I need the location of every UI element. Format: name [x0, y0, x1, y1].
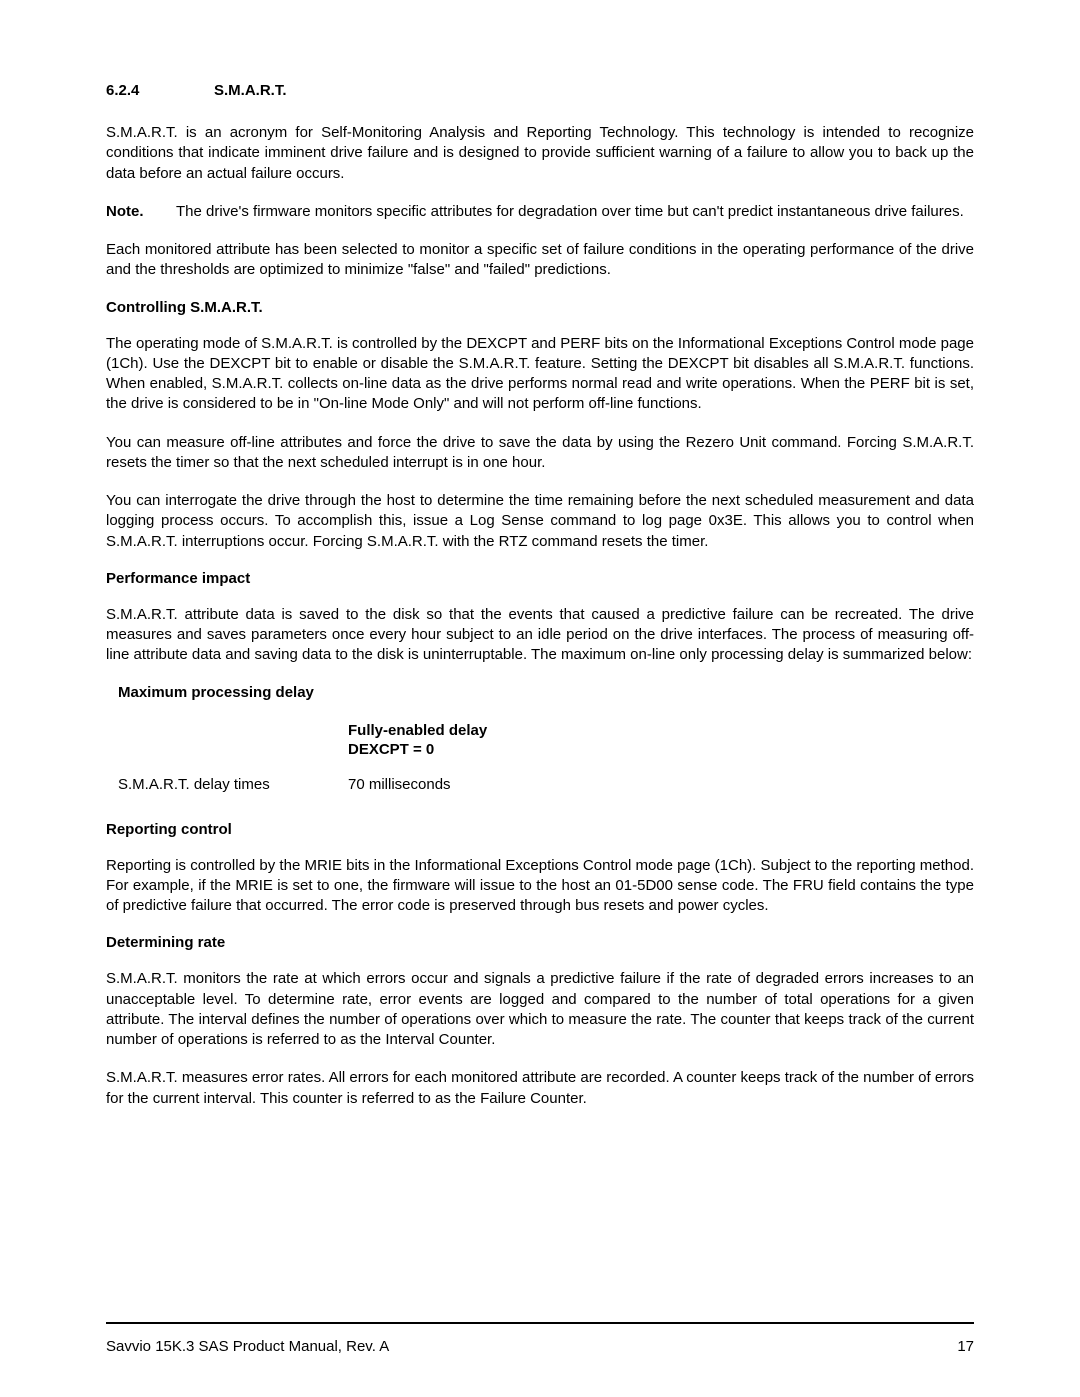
paragraph-rate: S.M.A.R.T. monitors the rate at which er…: [106, 969, 974, 1050]
table-header-line2: DEXCPT = 0: [348, 740, 648, 760]
paragraph-intro: S.M.A.R.T. is an acronym for Self-Monito…: [106, 123, 974, 184]
heading-performance: Performance impact: [106, 570, 974, 587]
heading-controlling: Controlling S.M.A.R.T.: [106, 299, 974, 316]
note-label: Note.: [106, 202, 176, 222]
paragraph-offline-measure: You can measure off-line attributes and …: [106, 433, 974, 474]
footer-left: Savvio 15K.3 SAS Product Manual, Rev. A: [106, 1338, 389, 1355]
heading-max-delay: Maximum processing delay: [118, 684, 974, 701]
section-title: S.M.A.R.T.: [214, 82, 287, 99]
table-header-row: Fully-enabled delay DEXCPT = 0: [118, 721, 974, 760]
paragraph-reporting: Reporting is controlled by the MRIE bits…: [106, 856, 974, 917]
table-header-col2: Fully-enabled delay DEXCPT = 0: [348, 721, 648, 760]
paragraph-performance: S.M.A.R.T. attribute data is saved to th…: [106, 605, 974, 666]
paragraph-attributes: Each monitored attribute has been select…: [106, 240, 974, 281]
table-cell-label: S.M.A.R.T. delay times: [118, 776, 348, 793]
heading-rate: Determining rate: [106, 934, 974, 951]
paragraph-operating-mode: The operating mode of S.M.A.R.T. is cont…: [106, 334, 974, 415]
paragraph-interrogate: You can interrogate the drive through th…: [106, 491, 974, 552]
section-number: 6.2.4: [106, 82, 214, 99]
table-header-empty: [118, 721, 348, 760]
table-header-line1: Fully-enabled delay: [348, 721, 648, 741]
page-footer: Savvio 15K.3 SAS Product Manual, Rev. A …: [106, 1322, 974, 1355]
footer-page-number: 17: [957, 1338, 974, 1355]
heading-reporting: Reporting control: [106, 821, 974, 838]
note-block: Note. The drive's firmware monitors spec…: [106, 202, 974, 222]
paragraph-error-rates: S.M.A.R.T. measures error rates. All err…: [106, 1068, 974, 1109]
section-heading: 6.2.4S.M.A.R.T.: [106, 82, 974, 99]
note-text: The drive's firmware monitors specific a…: [176, 202, 974, 222]
table-row: S.M.A.R.T. delay times 70 milliseconds: [118, 776, 974, 793]
table-cell-value: 70 milliseconds: [348, 776, 648, 793]
delay-table: Fully-enabled delay DEXCPT = 0 S.M.A.R.T…: [118, 721, 974, 793]
